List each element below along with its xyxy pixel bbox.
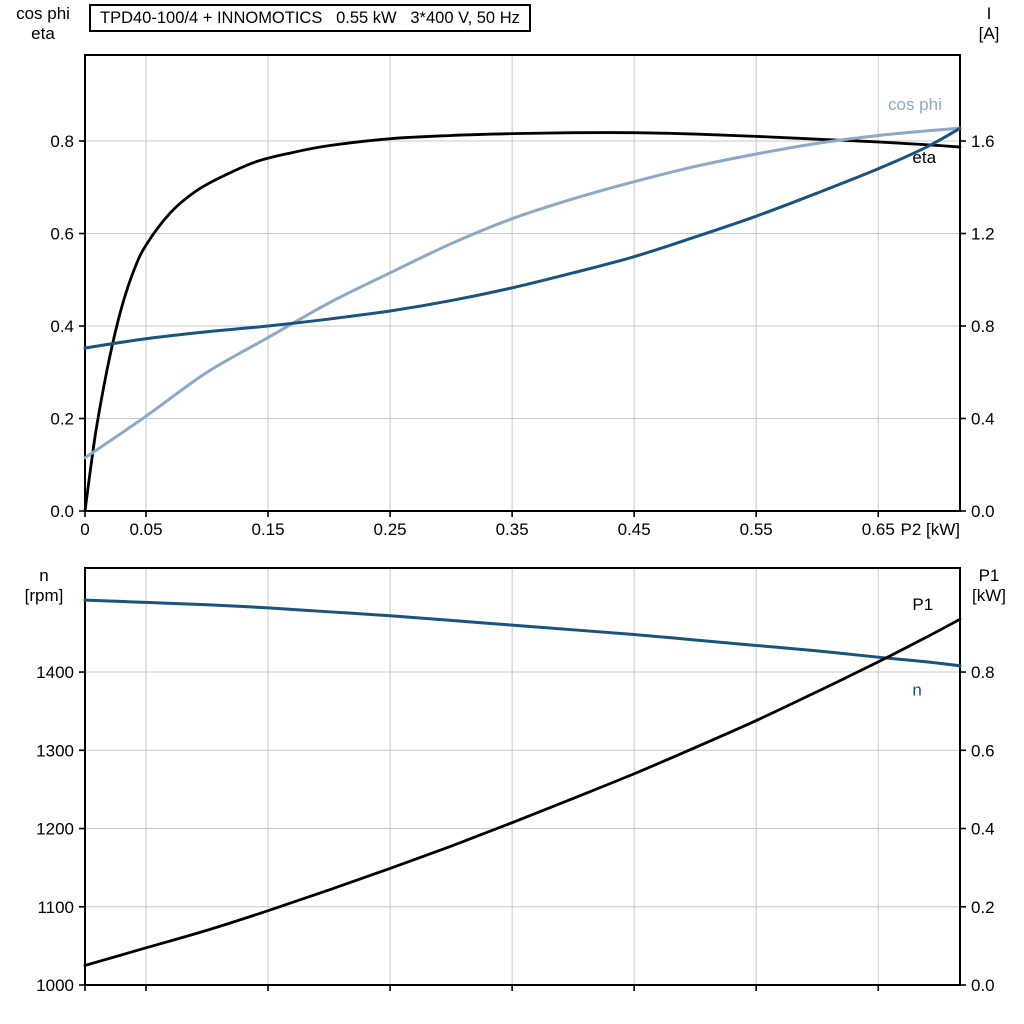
bottom-chart-right-axis-title: P1 [kW]	[956, 566, 1022, 606]
top-left-axis-title-line1: cos phi	[16, 4, 70, 23]
left-tick-label: 0.6	[50, 225, 74, 244]
x-tick-label: 0.25	[374, 520, 407, 539]
bottom-right-axis-title-line2: [kW]	[972, 586, 1006, 605]
x-tick-label: 0.45	[618, 520, 651, 539]
top-chart-right-axis-title: I [A]	[958, 4, 1020, 44]
right-tick-label: 0.2	[971, 898, 995, 917]
top-left-axis-title-line2: eta	[31, 24, 55, 43]
right-tick-label: 0.8	[971, 663, 995, 682]
curve-label-cos-phi: cos phi	[888, 95, 942, 114]
curve-label-p1: P1	[912, 595, 933, 614]
plot-frame	[84, 567, 961, 986]
right-tick-label: 0.0	[971, 502, 995, 521]
left-tick-label: 0.8	[50, 132, 74, 151]
right-tick-label: 0.0	[971, 976, 995, 995]
curve-p1	[83, 617, 962, 967]
x-tick-label: 0.65	[862, 520, 895, 539]
right-tick-label: 0.4	[971, 820, 995, 839]
curve-label-speed: n	[912, 681, 921, 700]
left-tick-label: 0.4	[50, 317, 74, 336]
x-axis-label: P2 [kW]	[900, 520, 960, 539]
chart-title: TPD40-100/4 + INNOMOTICS 0.55 kW 3*400 V…	[89, 4, 531, 32]
right-tick-label: 1.2	[971, 225, 995, 244]
bottom-left-axis-title-line1: n	[39, 566, 49, 585]
left-tick-label: 1200	[36, 820, 74, 839]
curve-label-eta: eta	[912, 148, 936, 167]
x-tick-label: 0.05	[129, 520, 162, 539]
x-tick-label: 0	[80, 520, 89, 539]
right-tick-label: 0.6	[971, 741, 995, 760]
curve-speed	[83, 598, 962, 668]
curve-current	[83, 126, 962, 350]
right-tick-label: 0.4	[971, 410, 995, 429]
curve-cos-phi	[83, 126, 962, 460]
left-tick-label: 1400	[36, 663, 74, 682]
plot-frame	[84, 54, 961, 512]
top-right-axis-title-line2: [A]	[978, 24, 1000, 43]
bottom-left-axis-title-line2: [rpm]	[24, 586, 64, 605]
top-chart-left-axis-title: cos phi eta	[4, 4, 82, 44]
left-tick-label: 0.0	[50, 502, 74, 521]
right-tick-label: 0.8	[971, 317, 995, 336]
left-tick-label: 1000	[36, 976, 74, 995]
bottom-right-axis-title-line1: P1	[978, 566, 1000, 585]
bottom-chart-left-axis-title: n [rpm]	[8, 566, 80, 606]
x-tick-label: 0.35	[496, 520, 529, 539]
curve-eta	[83, 131, 962, 513]
left-tick-label: 0.2	[50, 410, 74, 429]
left-tick-label: 1100	[37, 898, 74, 917]
x-tick-label: 0.55	[740, 520, 773, 539]
right-tick-label: 1.6	[971, 132, 995, 151]
top-right-axis-title-line1: I	[986, 4, 992, 23]
x-tick-label: 0.15	[252, 520, 285, 539]
left-tick-label: 1300	[36, 741, 74, 760]
